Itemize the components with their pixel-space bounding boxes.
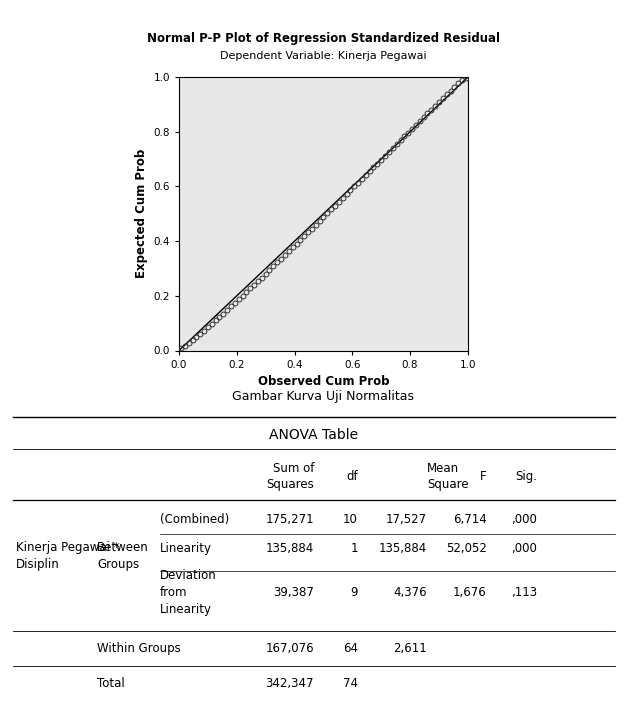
Text: ANOVA Table: ANOVA Table: [269, 428, 359, 442]
Text: 9: 9: [350, 586, 358, 599]
Text: 64: 64: [343, 642, 358, 655]
Text: 167,076: 167,076: [266, 642, 314, 655]
Text: 52,052: 52,052: [446, 543, 487, 555]
Text: 6,714: 6,714: [453, 513, 487, 526]
X-axis label: Observed Cum Prob: Observed Cum Prob: [257, 375, 389, 388]
Text: Normal P-P Plot of Regression Standardized Residual: Normal P-P Plot of Regression Standardiz…: [147, 32, 500, 45]
Text: 74: 74: [343, 677, 358, 690]
Text: 10: 10: [343, 513, 358, 526]
Text: (Combined): (Combined): [160, 513, 229, 526]
Text: Gambar Kurva Uji Normalitas: Gambar Kurva Uji Normalitas: [232, 390, 414, 402]
Text: ,000: ,000: [511, 513, 537, 526]
Text: 39,387: 39,387: [273, 586, 314, 599]
Text: Dependent Variable: Kinerja Pegawai: Dependent Variable: Kinerja Pegawai: [220, 51, 427, 61]
Text: F: F: [480, 470, 487, 483]
Text: Total: Total: [97, 677, 125, 690]
Text: Linearity: Linearity: [160, 543, 212, 555]
Text: 1: 1: [350, 543, 358, 555]
Text: 4,376: 4,376: [393, 586, 427, 599]
Text: df: df: [346, 470, 358, 483]
Text: 135,884: 135,884: [379, 543, 427, 555]
Text: Mean
Square: Mean Square: [427, 462, 468, 491]
Text: ,000: ,000: [511, 543, 537, 555]
Text: 17,527: 17,527: [386, 513, 427, 526]
Text: 1,676: 1,676: [453, 586, 487, 599]
Text: Deviation
from
Linearity: Deviation from Linearity: [160, 569, 217, 616]
Text: ,113: ,113: [511, 586, 537, 599]
Text: 135,884: 135,884: [266, 543, 314, 555]
Y-axis label: Expected Cum Prob: Expected Cum Prob: [135, 149, 148, 278]
Text: Kinerja Pegawai *
Disiplin: Kinerja Pegawai * Disiplin: [16, 541, 119, 571]
Text: Within Groups: Within Groups: [97, 642, 181, 655]
Text: Sig.: Sig.: [515, 470, 537, 483]
Text: 175,271: 175,271: [266, 513, 314, 526]
Text: 342,347: 342,347: [266, 677, 314, 690]
Text: 2,611: 2,611: [393, 642, 427, 655]
Text: Between
Groups: Between Groups: [97, 541, 149, 571]
Text: Sum of
Squares: Sum of Squares: [266, 462, 314, 491]
